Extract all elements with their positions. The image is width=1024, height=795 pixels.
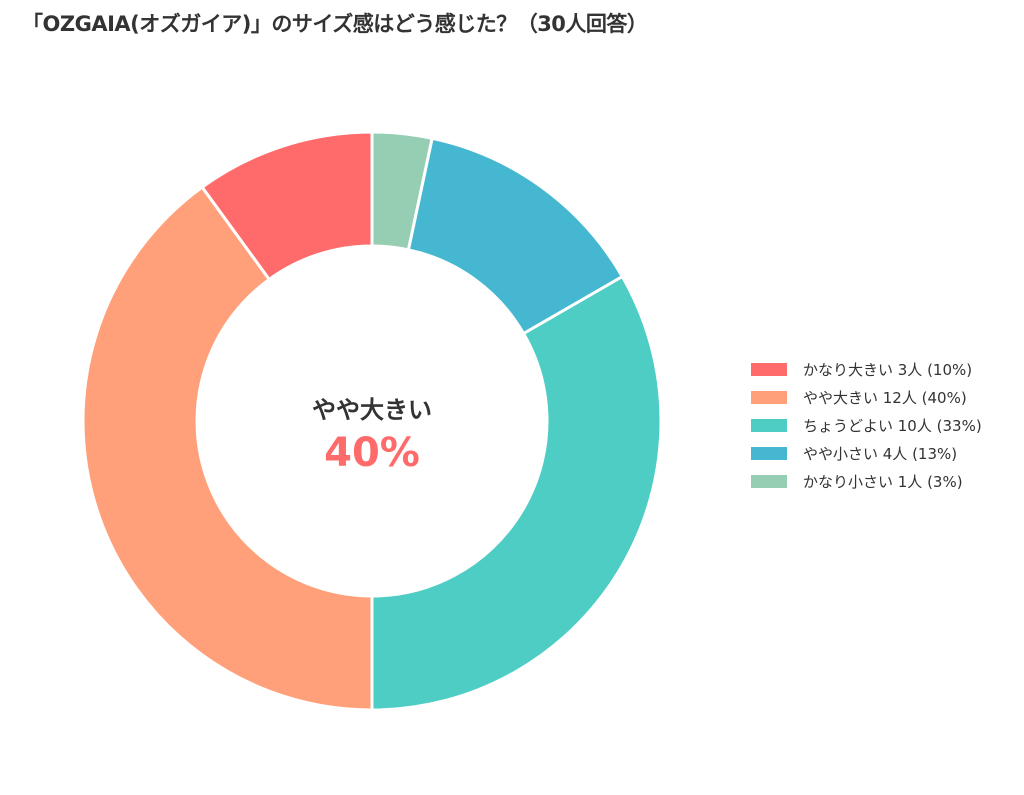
legend-swatch [751, 362, 787, 376]
chart-title: 「OZGAIA(オズガイア)」のサイズ感はどう感じた？（30人回答） [22, 12, 648, 36]
legend-item[interactable]: やや大きい 12人 (40%) [751, 383, 982, 411]
donut-slice[interactable] [370, 130, 434, 252]
legend-label: やや大きい 12人 (40%) [803, 388, 967, 407]
legend-swatch [751, 474, 787, 488]
legend: かなり大きい 3人 (10%) やや大きい 12人 (40%) ちょうどよい 10人… [751, 355, 982, 495]
donut-slice[interactable] [370, 274, 663, 712]
legend-item[interactable]: かなり大きい 3人 (10%) [751, 355, 982, 383]
legend-item[interactable]: ちょうどよい 10人 (33%) [751, 411, 982, 439]
legend-label: かなり小さい 1人 (3%) [803, 472, 963, 491]
legend-swatch [751, 390, 787, 404]
legend-label: やや小さい 4人 (13%) [803, 444, 958, 463]
center-category-label: やや大きい [312, 396, 432, 424]
legend-label: かなり大きい 3人 (10%) [803, 360, 973, 379]
legend-item[interactable]: かなり小さい 1人 (3%) [751, 467, 982, 495]
legend-swatch [751, 446, 787, 460]
legend-item[interactable]: やや小さい 4人 (13%) [751, 439, 982, 467]
center-percent-label: 40% [324, 430, 420, 476]
legend-label: ちょうどよい 10人 (33%) [803, 416, 982, 435]
donut-slice[interactable] [81, 185, 374, 712]
legend-swatch [751, 418, 787, 432]
donut-chart [81, 130, 663, 712]
